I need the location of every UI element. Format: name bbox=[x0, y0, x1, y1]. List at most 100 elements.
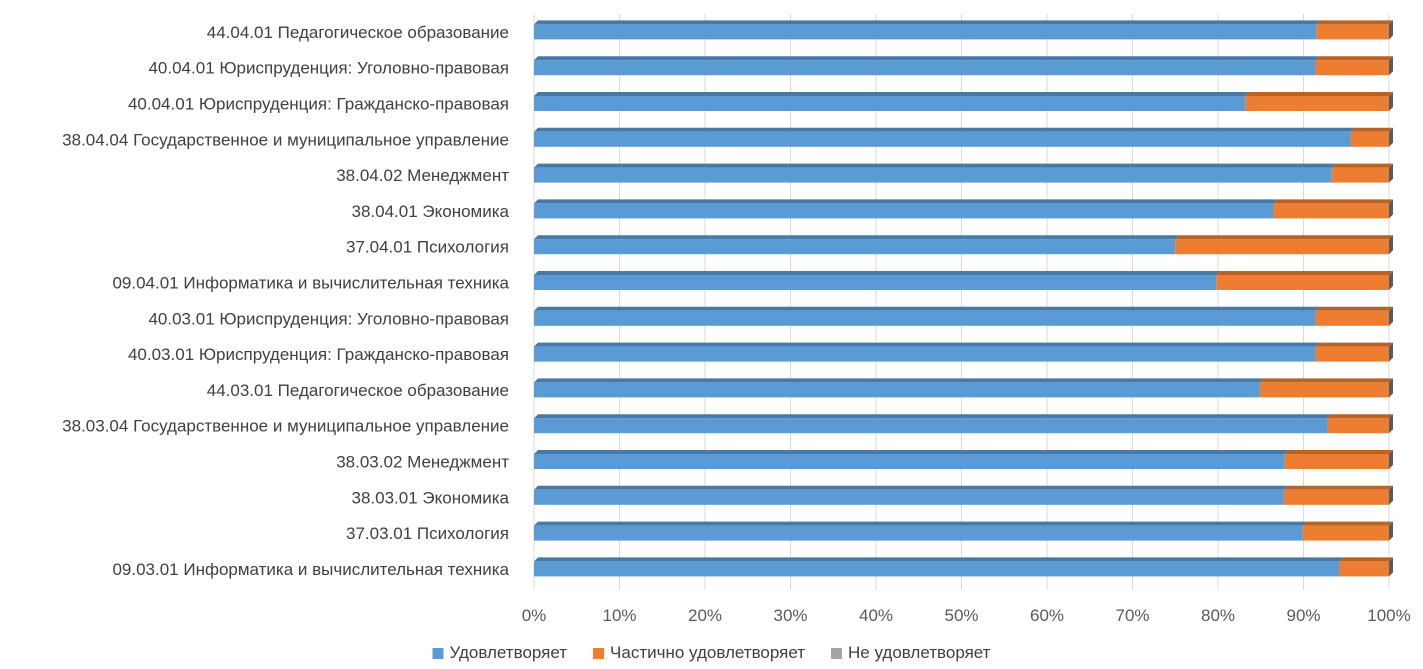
x-axis-ticks: 0% 10% 20% 30% 40% 50% 60% 70% 80% 90% 100% bbox=[522, 606, 1411, 625]
bar-top-face bbox=[534, 271, 1221, 275]
x-tick-label: 60% bbox=[1030, 606, 1064, 625]
bar-side-face bbox=[1389, 199, 1393, 219]
category-labels: 44.04.01 Педагогическое образование 40.04… bbox=[62, 23, 509, 579]
bar-segment bbox=[1315, 60, 1389, 76]
bar-top-face bbox=[1315, 56, 1393, 61]
x-tick-label: 40% bbox=[859, 606, 893, 625]
bar-segment bbox=[1259, 382, 1389, 398]
bar-segment bbox=[534, 131, 1351, 147]
bar-segment bbox=[534, 60, 1316, 76]
bar-segment bbox=[1216, 275, 1389, 290]
bar-segment bbox=[1327, 418, 1389, 434]
bar-segment bbox=[1175, 239, 1389, 255]
x-tick-label: 50% bbox=[944, 606, 978, 625]
bar-top-face bbox=[534, 127, 1355, 132]
bar-top-face bbox=[1327, 414, 1393, 419]
bar-segment bbox=[1315, 346, 1389, 362]
bar-segment bbox=[534, 239, 1176, 255]
category-label: 44.04.01 Педагогическое образование bbox=[207, 23, 509, 42]
bar-top-face bbox=[1316, 20, 1393, 25]
bar-top-face bbox=[1331, 163, 1393, 168]
category-label: 38.03.04 Государственное и муниципальное… bbox=[62, 417, 509, 436]
category-label: 38.04.02 Менеджмент bbox=[336, 166, 509, 185]
bar-side-face bbox=[1389, 127, 1393, 147]
legend: Удовлетворяет Частично удовлетворяет Не уд… bbox=[432, 643, 991, 662]
bar-top-face bbox=[1175, 235, 1393, 240]
category-label: 37.04.01 Психология bbox=[346, 238, 509, 257]
category-label: 38.04.04 Государственное и муниципальное… bbox=[62, 130, 509, 149]
bar-segment bbox=[1315, 310, 1389, 326]
bar-top-face bbox=[534, 20, 1321, 25]
legend-label: Удовлетворяет bbox=[450, 643, 568, 662]
bar-top-face bbox=[1315, 306, 1393, 311]
x-tick-label: 80% bbox=[1201, 606, 1235, 625]
bar-side-face bbox=[1389, 414, 1393, 434]
legend-item: Частично удовлетворяет bbox=[593, 643, 805, 662]
category-label: 38.03.01 Экономика bbox=[352, 488, 510, 507]
bar-top-face bbox=[534, 92, 1250, 96]
bar-segment bbox=[1245, 96, 1389, 111]
category-label: 09.04.01 Информатика и вычислительная те… bbox=[112, 274, 509, 293]
bar-segment bbox=[534, 525, 1303, 541]
category-label: 09.03.01 Информатика и вычислительная те… bbox=[112, 560, 509, 579]
category-label: 40.03.01 Юриспруденция: Уголовно-правова… bbox=[148, 309, 509, 328]
legend-label: Не удовлетворяет bbox=[848, 643, 991, 662]
x-tick-label: 10% bbox=[602, 606, 636, 625]
bar-side-face bbox=[1389, 306, 1393, 326]
bars bbox=[534, 20, 1393, 577]
legend-item: Не удовлетворяет bbox=[831, 643, 991, 662]
bar-segment bbox=[1331, 167, 1389, 183]
bar-top-face bbox=[534, 378, 1264, 383]
bar-top-face bbox=[534, 199, 1278, 204]
category-label: 38.03.02 Менеджмент bbox=[336, 453, 509, 472]
bar-segment bbox=[534, 275, 1217, 290]
bar-top-face bbox=[1273, 199, 1393, 204]
legend-swatch bbox=[831, 648, 843, 659]
bar-segment bbox=[1284, 454, 1389, 469]
bar-segment bbox=[534, 454, 1285, 469]
bar-segment bbox=[534, 310, 1316, 326]
bar-top-face bbox=[534, 235, 1180, 240]
bar-top-face bbox=[534, 342, 1320, 347]
category-label: 44.03.01 Педагогическое образование bbox=[207, 381, 509, 400]
bar-top-face bbox=[1259, 378, 1393, 383]
bar-top-face bbox=[1339, 557, 1393, 562]
category-label: 40.04.01 Юриспруденция: Гражданско-право… bbox=[128, 95, 509, 114]
bar-side-face bbox=[1389, 92, 1393, 111]
bar-side-face bbox=[1389, 521, 1393, 541]
bar-top-face bbox=[1350, 127, 1393, 132]
bar-side-face bbox=[1389, 342, 1393, 362]
bar-top-face bbox=[1283, 485, 1393, 490]
bar-segment bbox=[1316, 24, 1389, 40]
bar-top-face bbox=[534, 557, 1344, 562]
bar-side-face bbox=[1389, 485, 1393, 505]
bar-side-face bbox=[1389, 378, 1393, 398]
x-tick-label: 0% bbox=[522, 606, 547, 625]
bar-segment bbox=[534, 382, 1260, 398]
x-tick-label: 90% bbox=[1286, 606, 1320, 625]
category-label: 40.03.01 Юриспруденция: Гражданско-право… bbox=[128, 345, 509, 364]
legend-label: Частично удовлетворяет bbox=[610, 643, 805, 662]
legend-swatch bbox=[593, 648, 605, 659]
bar-segment bbox=[534, 167, 1332, 183]
bar-top-face bbox=[534, 521, 1307, 526]
bar-segment bbox=[1350, 131, 1389, 147]
bar-top-face bbox=[1302, 521, 1393, 526]
bar-side-face bbox=[1389, 163, 1393, 183]
bar-top-face bbox=[534, 414, 1332, 419]
legend-swatch bbox=[432, 648, 444, 659]
bar-top-face bbox=[534, 306, 1320, 311]
bar-top-face bbox=[1284, 450, 1393, 454]
bar-side-face bbox=[1389, 557, 1393, 577]
bar-side-face bbox=[1389, 56, 1393, 76]
bar-top-face bbox=[534, 56, 1320, 61]
bar-side-face bbox=[1389, 235, 1393, 255]
bar-side-face bbox=[1389, 450, 1393, 469]
bar-top-face bbox=[1216, 271, 1393, 275]
x-tick-label: 30% bbox=[773, 606, 807, 625]
bar-top-face bbox=[1315, 342, 1393, 347]
x-tick-label: 20% bbox=[688, 606, 722, 625]
bar-top-face bbox=[534, 450, 1289, 454]
bar-segment bbox=[1273, 203, 1389, 219]
